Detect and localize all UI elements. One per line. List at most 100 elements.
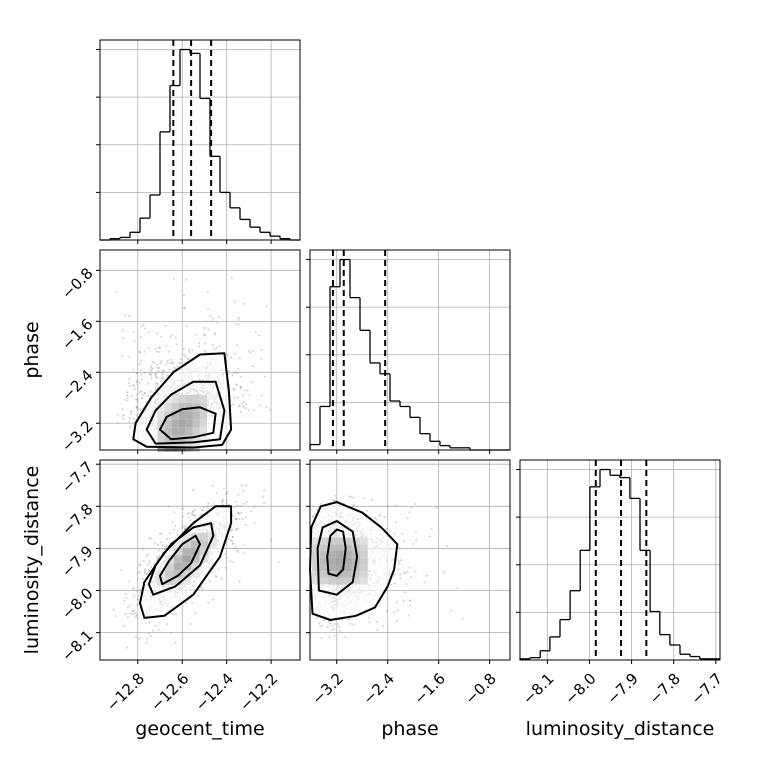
scatter-point xyxy=(373,516,376,519)
contour-level-2 xyxy=(147,522,215,596)
scatter-point xyxy=(181,515,184,518)
scatter-point xyxy=(226,491,229,494)
scatter-point xyxy=(121,354,124,357)
scatter-point xyxy=(352,623,355,626)
scatter-point xyxy=(126,399,129,402)
scatter-point xyxy=(167,505,170,508)
scatter-point xyxy=(147,346,150,349)
scatter-point xyxy=(159,380,162,383)
scatter-point xyxy=(136,407,139,410)
scatter-point xyxy=(236,549,239,552)
scatter-point xyxy=(231,529,234,532)
scatter-point xyxy=(142,548,145,551)
scatter-point xyxy=(347,618,350,621)
scatter-point xyxy=(139,409,142,412)
scatter-point xyxy=(402,599,405,602)
scatter-point xyxy=(164,545,167,548)
scatter-point xyxy=(138,381,141,384)
scatter-point xyxy=(128,580,131,583)
scatter-point xyxy=(115,291,118,294)
scatter-point xyxy=(165,544,168,547)
x-tick-label: −7.9 xyxy=(603,670,641,708)
scatter-point xyxy=(214,333,217,336)
scatter-point xyxy=(166,537,169,540)
scatter-point xyxy=(208,580,211,583)
scatter-point xyxy=(376,629,379,632)
scatter-point xyxy=(138,363,141,366)
scatter-point xyxy=(260,348,263,351)
frames-layer xyxy=(96,39,721,664)
scatter-point xyxy=(225,499,228,502)
scatter-point xyxy=(184,525,187,528)
scatter-point xyxy=(212,503,215,506)
scatter-point xyxy=(121,415,124,418)
scatter-point xyxy=(331,624,334,627)
scatter-point xyxy=(172,613,175,616)
scatter-point xyxy=(246,389,249,392)
scatter-point xyxy=(174,367,177,370)
scatter-point xyxy=(167,350,170,353)
scatter-point xyxy=(265,406,268,409)
scatter-point xyxy=(144,568,147,571)
scatter-point xyxy=(174,336,177,339)
grid-layer xyxy=(100,40,720,660)
scatter-point xyxy=(147,632,150,635)
contour-fill xyxy=(310,502,398,620)
scatter-point xyxy=(128,604,131,607)
scatter-point xyxy=(143,371,146,374)
scatter-point xyxy=(329,622,332,625)
scatter-point xyxy=(398,562,401,565)
scatter-point xyxy=(157,549,160,552)
scatter-point xyxy=(147,331,150,334)
scatter-point xyxy=(126,396,129,399)
scatter-point xyxy=(171,334,174,337)
scatter-point xyxy=(230,277,233,280)
scatter-point xyxy=(141,394,144,397)
scatter-point xyxy=(140,390,143,393)
scatter-point xyxy=(166,362,169,365)
scatter-point xyxy=(138,350,141,353)
scatter-point xyxy=(151,367,154,370)
scatter-point xyxy=(135,371,138,374)
scatter-point xyxy=(129,410,132,413)
scatter-point xyxy=(166,359,169,362)
scatter-point xyxy=(348,495,351,498)
scatter-point xyxy=(270,538,273,541)
scatter-point xyxy=(139,369,142,372)
scatter-point xyxy=(156,543,159,546)
scatter-point xyxy=(139,335,142,338)
scatter-point xyxy=(198,345,201,348)
scatter-point xyxy=(203,333,206,336)
scatter-point xyxy=(195,333,198,336)
scatter-point xyxy=(155,376,158,379)
scatter-point xyxy=(141,397,144,400)
scatter-point xyxy=(430,527,433,530)
scatter-point xyxy=(132,587,135,590)
scatter-point xyxy=(203,349,206,352)
scatter-point xyxy=(156,363,159,366)
scatter-point xyxy=(215,346,218,349)
scatter-point xyxy=(125,596,128,599)
scatter-point xyxy=(143,571,146,574)
scatter-point xyxy=(148,537,151,540)
scatter-point xyxy=(121,329,124,332)
scatter-point xyxy=(254,331,257,334)
scatter-point xyxy=(190,513,193,516)
scatter-point xyxy=(218,345,221,348)
scatter-point xyxy=(233,388,236,391)
scatter-point xyxy=(235,518,238,521)
scatter-point xyxy=(251,350,254,353)
scatter-point xyxy=(134,635,137,638)
scatter-point xyxy=(156,385,159,388)
scatter-point xyxy=(130,395,133,398)
scatter-point xyxy=(249,351,252,354)
scatter-point xyxy=(375,620,378,623)
scatter-point xyxy=(128,355,131,358)
scatter-point xyxy=(148,569,151,572)
scatter-point xyxy=(224,566,227,569)
scatter-point xyxy=(328,620,331,623)
scatter-point xyxy=(409,604,412,607)
scatter-point xyxy=(142,560,145,563)
scatter-point xyxy=(192,513,195,516)
